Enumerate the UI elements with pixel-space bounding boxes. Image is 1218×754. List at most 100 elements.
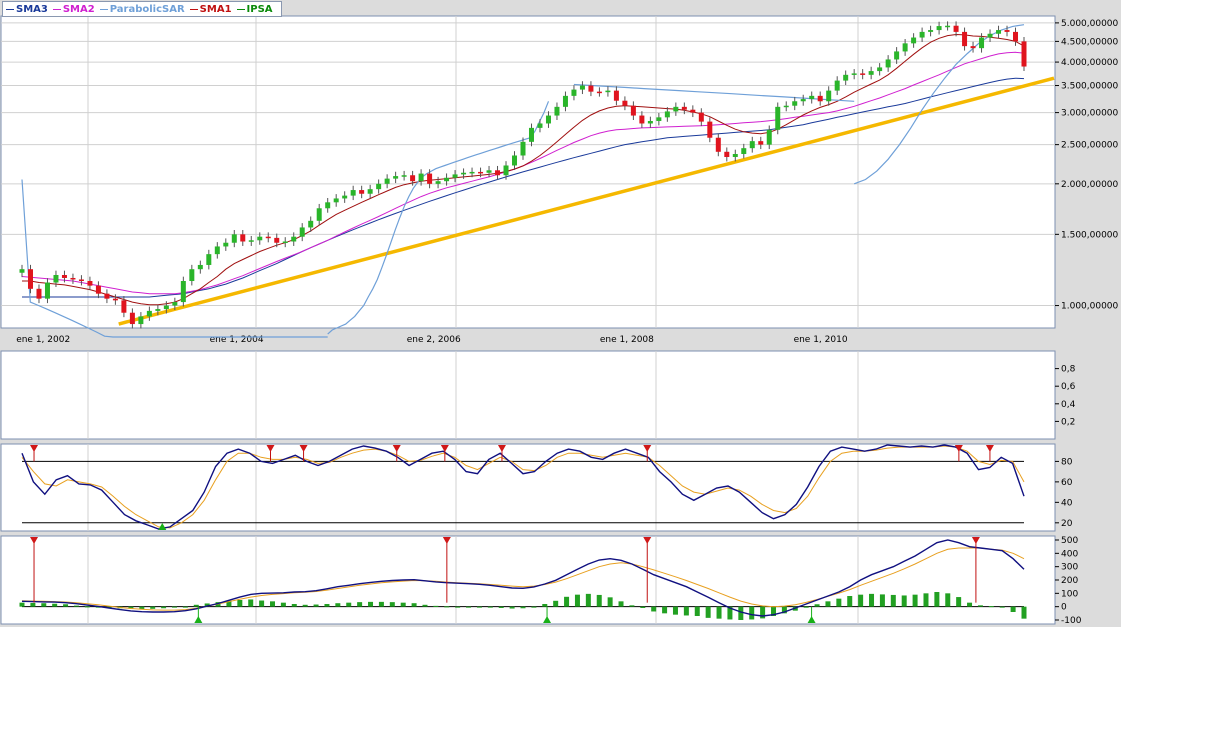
candle	[350, 190, 356, 196]
candle	[562, 95, 568, 107]
candle	[766, 129, 772, 145]
macd-signal-line	[21, 547, 1025, 611]
histogram-bar	[335, 603, 341, 607]
buy-marker	[158, 523, 167, 530]
histogram-bar	[672, 606, 678, 615]
histogram-bar	[836, 598, 842, 607]
histogram-bar	[204, 603, 210, 607]
sell-marker	[643, 445, 652, 452]
sell-marker	[392, 445, 401, 452]
histogram-bar	[771, 606, 776, 616]
candle	[299, 227, 305, 237]
legend-label: SMA3	[16, 3, 48, 15]
candle	[333, 198, 339, 203]
legend-item-ipsa[interactable]: IPSA	[236, 4, 273, 15]
candle	[155, 309, 161, 311]
histogram-bar	[30, 602, 36, 607]
histogram-bar	[596, 594, 602, 607]
histogram-bar	[302, 604, 308, 607]
panel-2-frame	[0, 350, 1056, 440]
x-tick-label: ene 1, 2002	[16, 335, 70, 345]
candle	[61, 274, 67, 278]
sell-marker	[497, 445, 506, 452]
histogram-bar	[357, 602, 363, 607]
candle	[274, 237, 280, 243]
histogram-bar	[781, 606, 787, 614]
candle	[410, 175, 416, 182]
candle	[537, 123, 543, 128]
histogram-bar	[912, 594, 918, 607]
histogram-bar	[389, 602, 395, 607]
candle	[146, 310, 152, 317]
candle	[724, 151, 730, 157]
histogram-bar	[270, 601, 275, 607]
histogram-bar	[564, 596, 570, 607]
candle	[512, 155, 518, 166]
histogram-bar	[683, 606, 689, 616]
candle	[138, 316, 144, 325]
histogram-bar	[760, 606, 766, 619]
legend: SMA3 SMA2 ParabolicSAR SMA1 IPSA	[2, 1, 282, 17]
histogram-bar	[553, 600, 559, 607]
candle	[495, 170, 501, 176]
sell-marker	[442, 537, 451, 544]
histogram-bar	[1021, 606, 1027, 619]
trendline	[118, 76, 1055, 326]
candle	[27, 269, 33, 289]
sell-marker	[985, 445, 994, 452]
candle	[877, 67, 883, 72]
histogram-bar	[727, 606, 733, 620]
histogram-bar	[324, 604, 330, 607]
histogram-bar	[259, 600, 265, 607]
y-tick-label: 60	[1061, 478, 1073, 488]
candle	[376, 183, 382, 190]
histogram-bar	[171, 606, 177, 608]
candle	[579, 85, 585, 90]
candle	[469, 171, 475, 174]
candle	[197, 264, 203, 270]
y-tick-label: 3.000,00000	[1061, 109, 1119, 119]
histogram-bar	[923, 593, 929, 607]
candle	[78, 279, 84, 282]
parabolic-sar-segment	[573, 83, 855, 102]
legend-item-sma2[interactable]: SMA2	[52, 4, 95, 15]
candle	[673, 106, 679, 112]
candle	[180, 281, 186, 303]
y-tick-label: 40	[1061, 498, 1073, 508]
legend-item-sma1[interactable]: SMA1	[189, 4, 232, 15]
y-tick-label: 300	[1061, 563, 1078, 573]
histogram-bar	[879, 594, 885, 607]
stochastic-k-line	[21, 444, 1025, 530]
histogram-bar	[248, 599, 254, 607]
histogram-bar	[487, 606, 493, 608]
y-tick-label: 200	[1061, 576, 1078, 586]
histogram-bar	[858, 594, 864, 607]
candle	[945, 25, 951, 28]
candle	[384, 178, 390, 184]
candle	[282, 241, 288, 244]
candle	[588, 85, 594, 92]
histogram-bar	[618, 601, 624, 607]
legend-item-sma3[interactable]: SMA3	[6, 4, 48, 15]
histogram-bar	[346, 602, 352, 607]
histogram-bar	[378, 601, 384, 607]
histogram-bar	[825, 601, 831, 607]
legend-item-parabolicsar[interactable]: ParabolicSAR	[99, 4, 185, 15]
candle	[571, 89, 577, 96]
candle	[520, 141, 526, 156]
histogram-bar	[313, 604, 319, 607]
candle	[758, 141, 764, 145]
histogram-bar	[749, 606, 755, 620]
sma3-line	[22, 77, 1025, 298]
x-tick-label: ene 1, 2004	[210, 335, 264, 345]
histogram-bar	[466, 606, 472, 608]
histogram-bar	[890, 594, 896, 607]
candle	[707, 121, 713, 138]
histogram-bar	[291, 604, 297, 607]
candle	[690, 109, 696, 113]
candle	[996, 30, 1002, 34]
candle	[121, 300, 127, 313]
histogram-bar	[509, 606, 515, 609]
histogram-bar	[651, 606, 657, 612]
sell-marker	[643, 537, 652, 544]
